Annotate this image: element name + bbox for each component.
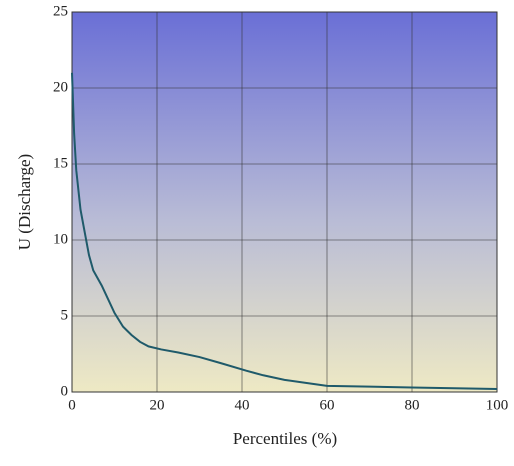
x-tick-label: 80 bbox=[405, 397, 420, 413]
y-tick-label: 0 bbox=[61, 383, 69, 399]
y-tick-label: 15 bbox=[53, 155, 68, 171]
x-tick-label: 0 bbox=[68, 397, 76, 413]
y-tick-label: 25 bbox=[53, 3, 68, 19]
plot-area bbox=[72, 12, 497, 392]
x-tick-label: 60 bbox=[320, 397, 335, 413]
x-tick-label: 20 bbox=[150, 397, 165, 413]
y-tick-label: 5 bbox=[61, 307, 69, 323]
chart: Percentiles (%) U (Discharge) 0 5 10 15 20 25… bbox=[0, 0, 514, 461]
x-axis-label: Percentiles (%) bbox=[233, 429, 337, 448]
y-axis-label: U (Discharge) bbox=[15, 154, 34, 250]
y-tick-label: 20 bbox=[53, 79, 68, 95]
x-tick-label: 100 bbox=[486, 397, 509, 413]
y-tick-label: 10 bbox=[53, 231, 68, 247]
x-tick-label: 40 bbox=[235, 397, 250, 413]
